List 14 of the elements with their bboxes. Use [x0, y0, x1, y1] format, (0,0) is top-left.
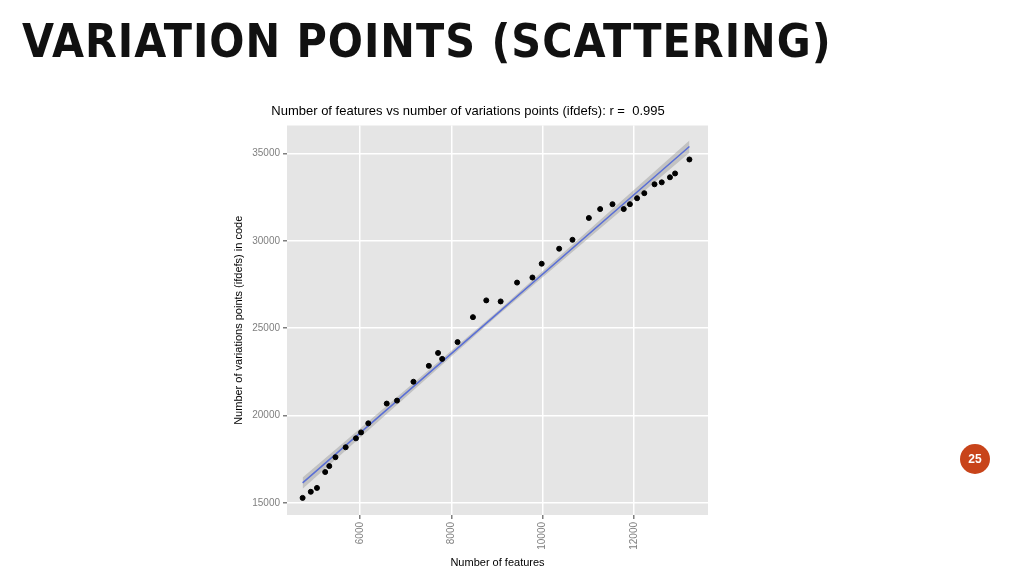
y-tick-label: 20000 [252, 409, 281, 421]
chart-title: VARIATION POINTS (SCATTERING) [22, 14, 832, 68]
x-axis-title: Number of features [450, 556, 546, 569]
x-tick-label: 6000 [353, 521, 365, 545]
chart-subtitle: Number of features vs number of variations points (ifdefs): r = 0.995 [271, 103, 665, 119]
y-tick-label: 30000 [252, 234, 281, 246]
y-tick-label: 25000 [252, 321, 281, 333]
x-tick-label: 8000 [445, 521, 457, 545]
y-tick-label: 15000 [252, 496, 281, 508]
y-axis-title: Number of variations points (ifdefs) in code [231, 215, 244, 425]
y-tick-label: 35000 [252, 147, 281, 159]
text: 25 [960, 444, 990, 474]
x-tick-label: 12000 [627, 521, 639, 550]
x-tick-label: 10000 [536, 521, 548, 550]
